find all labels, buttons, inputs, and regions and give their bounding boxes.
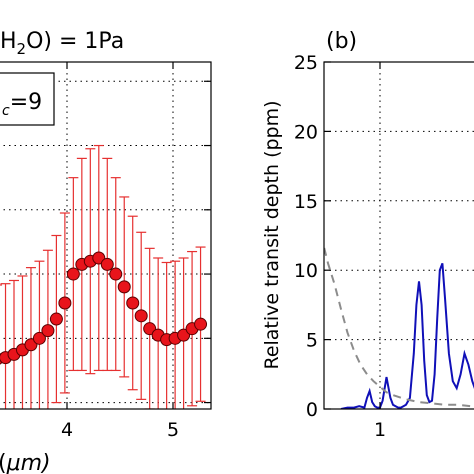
data-point — [109, 267, 123, 281]
model-series-line — [340, 262, 474, 409]
legend-label: c=9 — [2, 90, 42, 119]
panel-a-title: H2O) = 1Pa — [0, 29, 124, 58]
panel-a-xlabel: (μm) — [0, 451, 51, 474]
y-tick-label: 0 — [306, 399, 318, 421]
legend-box — [0, 72, 55, 126]
y-tick-label: 20 — [294, 121, 318, 143]
errorbar — [0, 284, 3, 286]
panel-b-grid — [324, 62, 474, 409]
panel-a-markers — [0, 251, 208, 365]
data-point — [126, 296, 140, 310]
data-point — [49, 312, 63, 326]
data-point — [194, 317, 208, 331]
data-point — [66, 267, 80, 281]
panel-a: H2O) = 1Pa 45 c=9 (μm) — [0, 29, 212, 474]
x-tick-label: 1 — [374, 419, 386, 441]
panel-b: (b) Relative transit depth (ppm) 0 5 10 15 2… — [261, 29, 474, 441]
data-point — [41, 324, 55, 338]
panel-b-frame — [323, 61, 474, 410]
x-tick-label: 5 — [167, 419, 179, 441]
data-point — [117, 280, 131, 294]
data-point — [58, 296, 72, 310]
y-tick-label: 15 — [294, 191, 318, 213]
panel-a-errorbars — [0, 144, 206, 409]
data-point — [32, 331, 46, 345]
panel-b-ticks: 0 5 10 15 20 25 1 — [294, 52, 386, 441]
y-tick-label: 25 — [294, 52, 318, 74]
y-tick-label: 10 — [294, 260, 318, 282]
panel-b-ylabel: Relative transit depth (ppm) — [261, 100, 283, 369]
panel-a-frame — [0, 61, 212, 410]
panel-b-label: (b) — [326, 29, 357, 54]
dashed-series-line — [324, 242, 474, 408]
panel-a-legend: c=9 — [0, 72, 55, 126]
x-tick-label: 4 — [61, 419, 73, 441]
data-point — [100, 257, 114, 271]
y-tick-label: 5 — [306, 330, 318, 352]
panel-b-lines — [324, 242, 474, 409]
data-point — [134, 309, 148, 323]
